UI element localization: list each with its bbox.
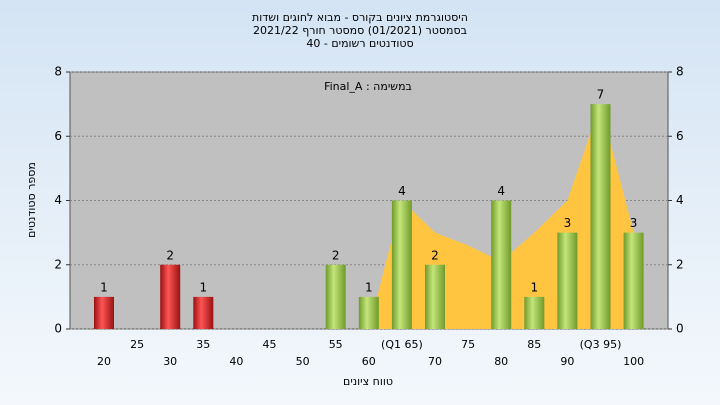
value-label: 7	[597, 88, 605, 102]
y2-tick-label: 4	[676, 193, 684, 207]
value-label: 2	[431, 248, 439, 262]
x-tick-label: 45	[263, 338, 277, 351]
annotation: במשימה : Final_A	[324, 80, 412, 93]
x-axis-label: טווח ציונים	[343, 375, 393, 388]
x-tick-label: 50	[296, 355, 310, 368]
x-tick-label: 100	[623, 355, 644, 368]
value-label: 4	[398, 184, 406, 198]
bar	[193, 296, 214, 329]
x-tick-label: 40	[229, 355, 243, 368]
y2-tick-label: 0	[676, 322, 684, 336]
value-label: 4	[497, 184, 505, 198]
bar	[491, 200, 512, 329]
bar	[160, 264, 181, 329]
x-tick-label: 30	[163, 355, 177, 368]
y-axis-label: מספר סטודנטים	[25, 162, 38, 238]
value-label: 3	[630, 216, 638, 230]
bar	[524, 296, 545, 329]
y-tick-label: 2	[54, 257, 62, 271]
value-label: 1	[100, 280, 108, 294]
x-tick-label: 85	[527, 338, 541, 351]
x-tick-label: 90	[560, 355, 574, 368]
x-tick-label: 35	[196, 338, 210, 351]
bar	[391, 200, 412, 329]
x-tick-label: (Q3 95)	[580, 338, 622, 351]
y-tick-label: 8	[54, 65, 62, 79]
bar	[590, 104, 611, 329]
y-tick-label: 6	[54, 129, 62, 143]
x-tick-label: 20	[97, 355, 111, 368]
y2-tick-label: 2	[676, 257, 684, 271]
value-label: 1	[530, 280, 538, 294]
value-label: 2	[332, 248, 340, 262]
bar	[358, 296, 379, 329]
y-tick-label: 4	[54, 193, 62, 207]
y2-tick-label: 8	[676, 65, 684, 79]
bar	[623, 232, 644, 329]
x-tick-label: 70	[428, 355, 442, 368]
x-tick-label: 55	[329, 338, 343, 351]
x-tick-label: 75	[461, 338, 475, 351]
x-tick-label: 25	[130, 338, 144, 351]
chart-title: היסטוגרמת ציונים בקורס - מבוא לחוגים ושד…	[252, 11, 468, 24]
value-label: 1	[365, 280, 373, 294]
chart-subtitle: בסמסטר (01/2021) סמסטר חורף 2021/22	[253, 24, 467, 37]
value-label: 3	[564, 216, 572, 230]
value-label: 1	[199, 280, 207, 294]
value-label: 2	[166, 248, 174, 262]
bar	[557, 232, 578, 329]
y-tick-label: 0	[54, 322, 62, 336]
x-tick-label: 80	[494, 355, 508, 368]
bar	[94, 296, 114, 329]
y2-tick-label: 6	[676, 129, 684, 143]
bar	[325, 264, 346, 329]
x-tick-label: (Q1 65)	[381, 338, 423, 351]
chart-subtitle: סטודנטים רשומים - 40	[306, 37, 413, 50]
x-tick-label: 60	[362, 355, 376, 368]
bar	[425, 264, 445, 329]
